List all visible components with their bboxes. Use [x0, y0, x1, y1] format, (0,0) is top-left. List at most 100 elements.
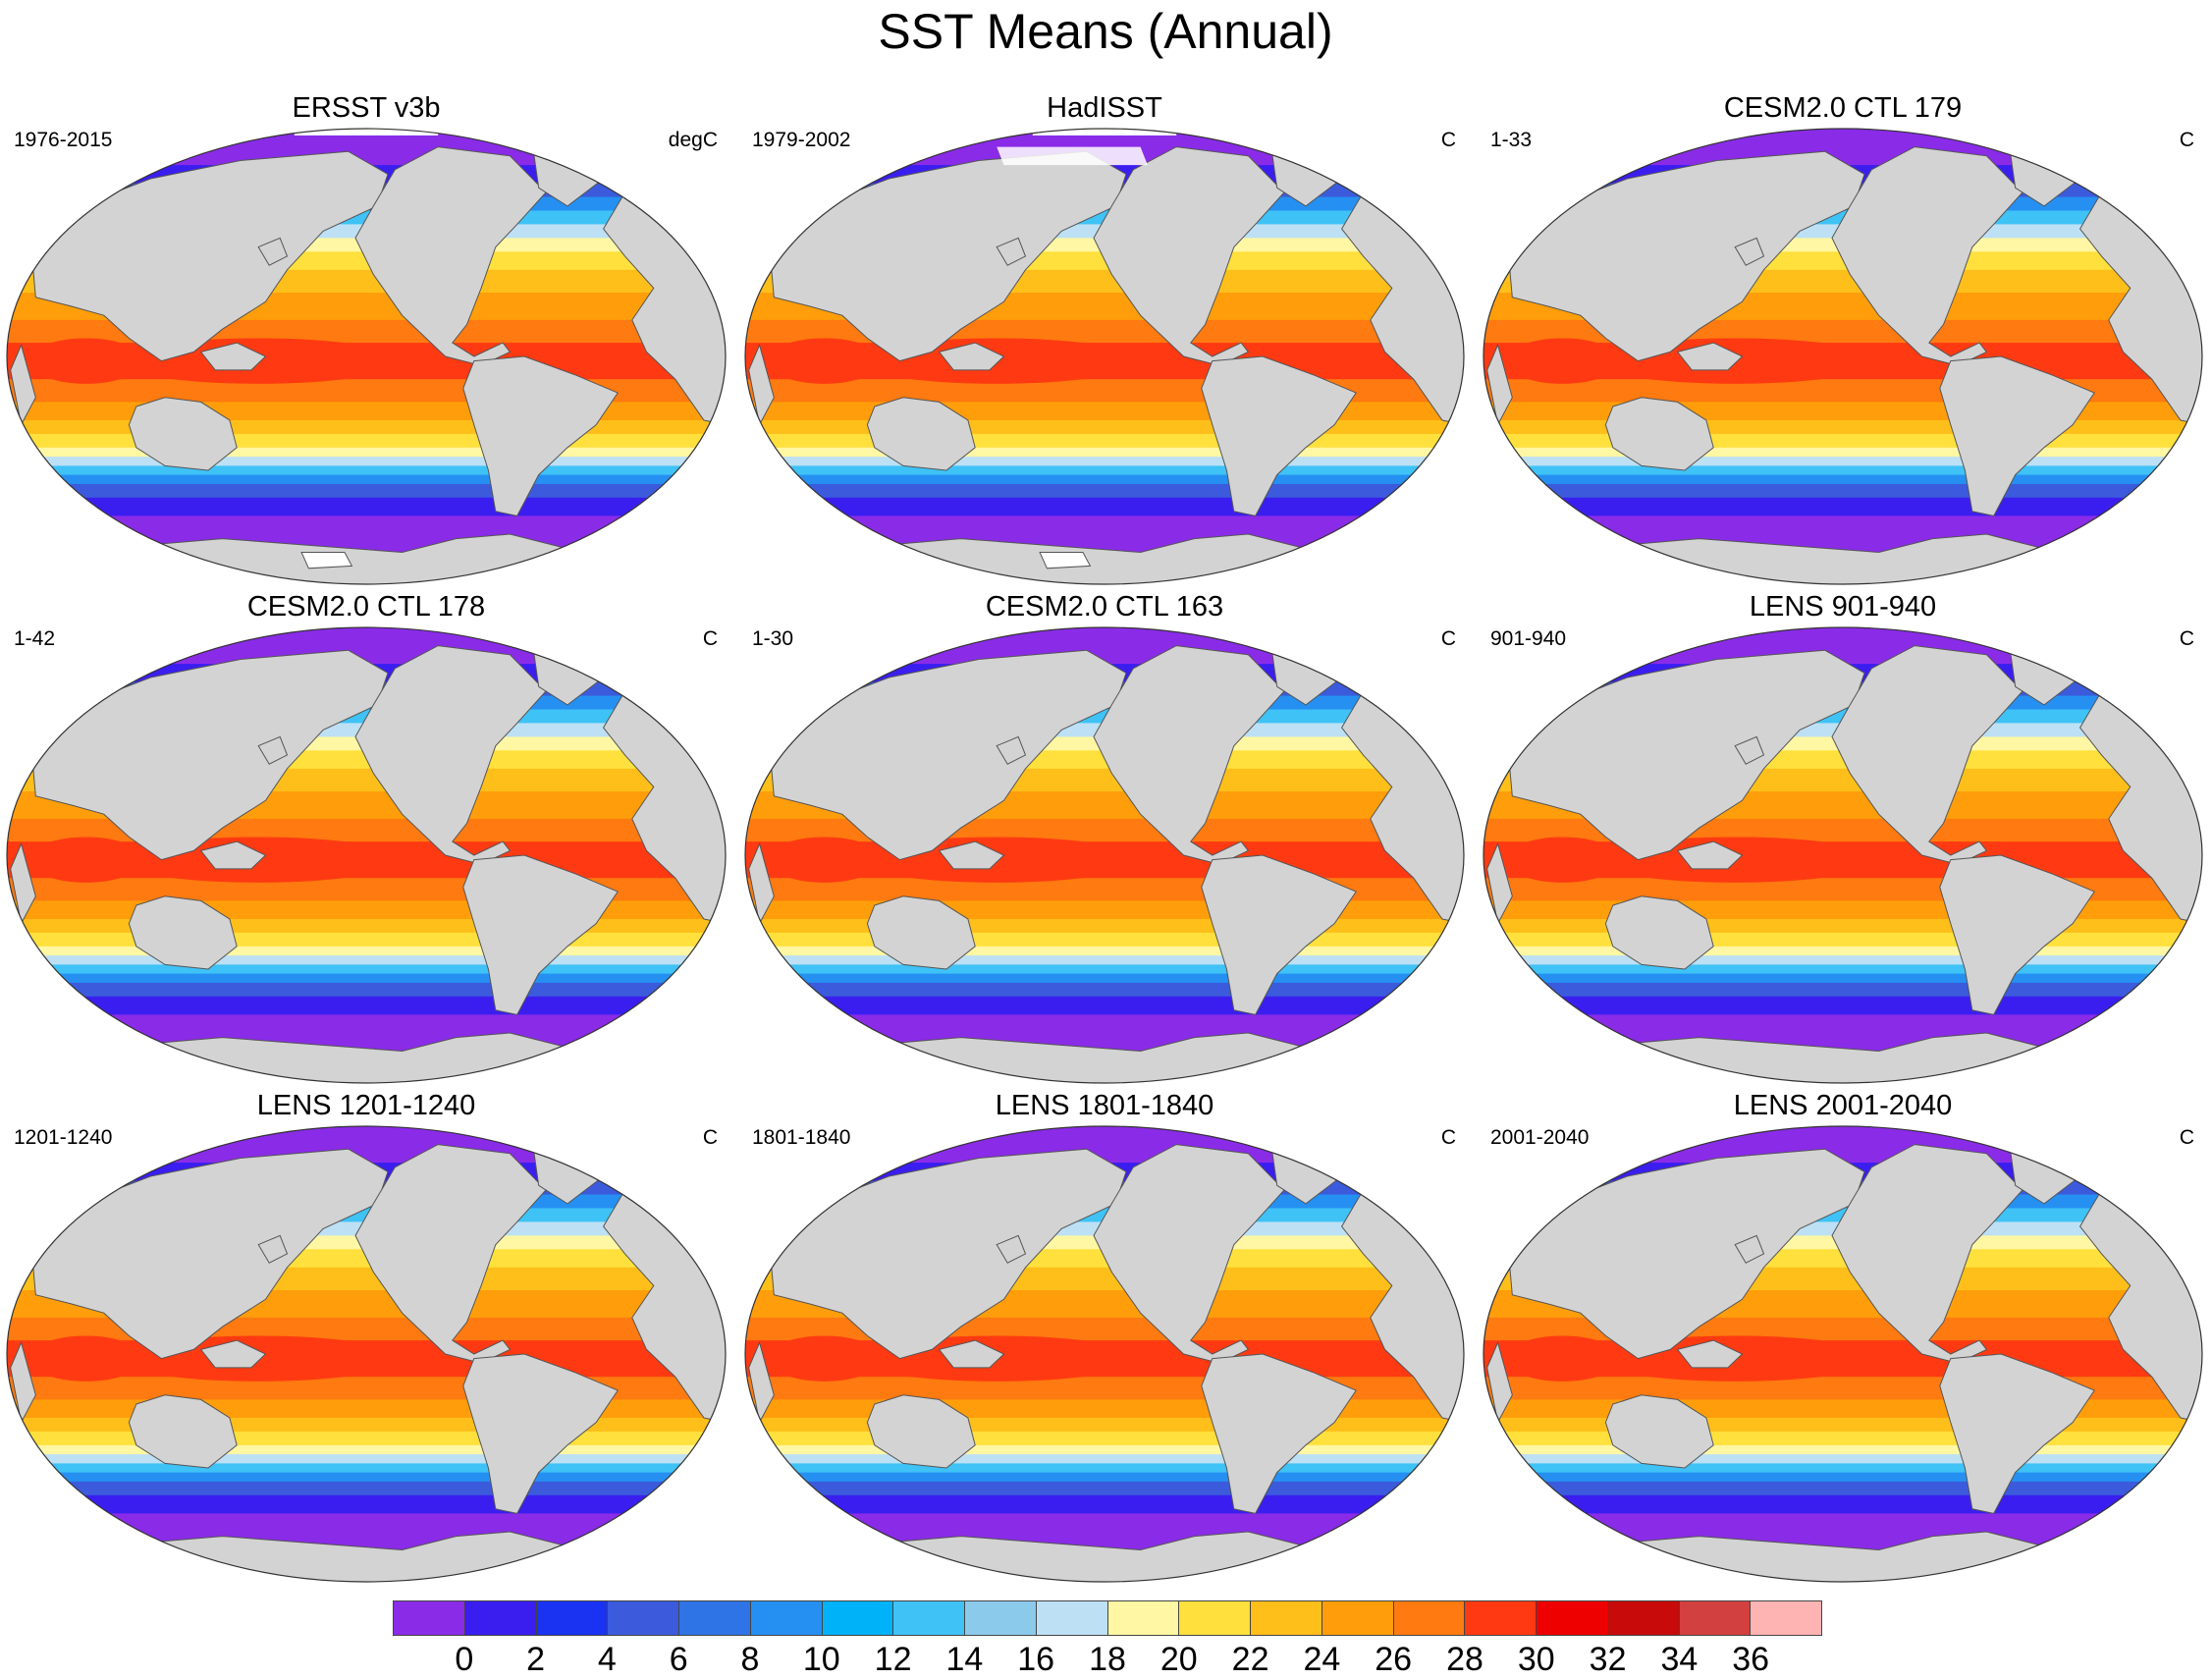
sst-band: [1483, 964, 2202, 975]
sst-band: [7, 1418, 726, 1433]
panel-units: C: [1440, 129, 1456, 151]
panel-period: 1801-1840: [752, 1126, 851, 1149]
land-samerica: [1939, 355, 2095, 516]
colorbar-swatch: [1607, 1600, 1680, 1636]
colorbar-swatch: [1465, 1600, 1537, 1636]
colorbar-swatch: [965, 1600, 1037, 1636]
sst-band: [1483, 982, 2202, 998]
sst-band: [1483, 497, 2202, 516]
sst-band: [1483, 1377, 2202, 1400]
sst-band: [7, 465, 726, 476]
colorbar-tick-label: 24: [1303, 1641, 1341, 1678]
sst-band: [745, 627, 1464, 665]
sst-band: [745, 447, 1464, 458]
sst-band: [7, 1317, 726, 1341]
sst-band: [745, 465, 1464, 476]
warm-pool-indian: [27, 837, 144, 883]
colorbar-tick-label: 20: [1159, 1641, 1198, 1678]
sst-band: [745, 433, 1464, 449]
sst-band: [1483, 900, 2202, 920]
sst-band: [1483, 1472, 2202, 1483]
sst-band: [745, 1481, 1464, 1496]
sst-band: [1483, 474, 2202, 485]
sst-band: [745, 900, 1464, 920]
sst-map: [6, 1125, 727, 1583]
land-samerica: [1201, 1353, 1357, 1514]
land-australia: [1604, 1394, 1714, 1469]
sst-band: [7, 319, 726, 344]
panel-title: CESM2.0 CTL 163: [985, 591, 1224, 623]
map-panel: LENS 901-940 901-940 C: [1480, 589, 2206, 1084]
sst-band: [7, 982, 726, 998]
colorbar-tick-label: 14: [945, 1641, 984, 1678]
colorbar-tick-label: 26: [1375, 1641, 1413, 1678]
colorbar-swatch: [1251, 1600, 1322, 1636]
colorbar: [393, 1600, 1822, 1636]
land-samerica: [1201, 854, 1357, 1015]
sst-band: [745, 1472, 1464, 1483]
sst-field: [7, 1126, 726, 1582]
map-panel: CESM2.0 CTL 163 1-30 C: [741, 589, 1468, 1084]
sst-band: [1483, 457, 2202, 466]
sst-band: [1483, 919, 2202, 934]
land-eurasia: [770, 649, 1127, 861]
sst-band: [745, 946, 1464, 956]
sst-band: [1483, 996, 2202, 1015]
sst-band: [7, 433, 726, 449]
sst-band: [7, 627, 726, 665]
land-japan: [1734, 1234, 1765, 1264]
sst-band: [745, 1317, 1464, 1341]
map-border: [744, 1125, 1465, 1583]
land-indonesia: [1676, 1339, 1744, 1369]
warm-pool-indian: [766, 837, 883, 883]
panel-title: LENS 1801-1840: [995, 1090, 1214, 1121]
sst-band: [745, 1399, 1464, 1419]
sst-band: [1483, 420, 2202, 435]
sst-band: [7, 1377, 726, 1400]
map-panel: LENS 2001-2040 2001-2040 C: [1480, 1088, 2206, 1583]
sst-band: [745, 1126, 1464, 1164]
missing-data: [1039, 552, 1092, 569]
map-border: [744, 626, 1465, 1084]
panel-title: LENS 901-940: [1749, 591, 1937, 623]
sst-band: [1483, 932, 2202, 948]
colorbar-tick-label: 2: [526, 1641, 546, 1678]
sst-map: [744, 626, 1465, 1084]
land-australia: [866, 1394, 976, 1469]
colorbar-tick-label: 16: [1017, 1641, 1055, 1678]
map-border: [1483, 1125, 2203, 1583]
land-australia: [866, 895, 976, 970]
sst-band: [7, 497, 726, 516]
map-panel: HadISST 1979-2002 C: [741, 90, 1468, 585]
sst-band: [1483, 433, 2202, 449]
sst-band: [745, 955, 1464, 965]
missing-data: [294, 129, 439, 135]
sst-band: [1483, 1463, 2202, 1474]
land-eurasia: [31, 649, 389, 861]
sst-band: [745, 483, 1464, 499]
warm-pool-indian: [766, 338, 883, 384]
figure-title: SST Means (Annual): [878, 4, 1333, 59]
sst-map: [1483, 128, 2203, 585]
colorbar-swatch: [1751, 1600, 1822, 1636]
sst-map: [1483, 626, 2203, 1084]
panel-period: 1-30: [752, 627, 794, 650]
sst-band: [7, 878, 726, 901]
colorbar-swatch: [1107, 1600, 1180, 1636]
panel-period: 2001-2040: [1490, 1126, 1590, 1149]
sst-band: [745, 420, 1464, 435]
land-australia: [128, 895, 238, 970]
map-border: [6, 128, 727, 585]
sst-field: [1483, 627, 2202, 1083]
land-samerica: [1939, 854, 2095, 1015]
colorbar-tick-label: 8: [740, 1641, 760, 1678]
sst-band: [745, 402, 1464, 421]
sst-band: [745, 964, 1464, 975]
sst-map: [744, 128, 1465, 585]
sst-band: [1483, 1317, 2202, 1341]
missing-data: [300, 552, 353, 569]
sst-band: [7, 1472, 726, 1483]
sst-band: [745, 919, 1464, 934]
colorbar-tick-label: 12: [874, 1641, 912, 1678]
sst-band: [745, 1431, 1464, 1446]
